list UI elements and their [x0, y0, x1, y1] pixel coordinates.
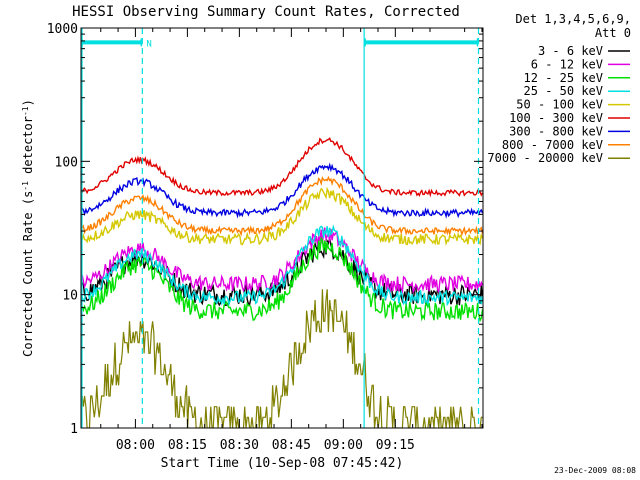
legend-label: 25 - 50 keV	[524, 84, 603, 98]
x-tick-label: 08:45	[272, 438, 311, 453]
legend-header-line-1: Det 1,3,4,5,6,9,	[515, 12, 631, 26]
y-axis-label: Corrected Count Rate (s-1 detector-1)	[21, 99, 36, 357]
legend-label: 800 - 7000 keV	[502, 138, 603, 152]
x-tick-label: 09:00	[324, 438, 363, 453]
legend-header-line-2: Att 0	[595, 26, 631, 40]
series-line-6-12-kev	[81, 227, 483, 295]
legend-label: 100 - 300 keV	[509, 111, 603, 125]
y-tick-label: 1	[70, 422, 78, 437]
series-line-100-300-kev	[81, 137, 483, 198]
date-stamp: 23-Dec-2009 08:08	[554, 466, 636, 475]
legend-label: 50 - 100 keV	[516, 98, 603, 112]
saa-bar-label: N	[146, 39, 151, 49]
series-line-300-800-kev	[81, 162, 483, 219]
x-axis-label: Start Time (10-Sep-08 07:45:42)	[161, 456, 404, 471]
x-tick-label: 08:30	[220, 438, 259, 453]
legend-label: 3 - 6 keV	[538, 44, 603, 58]
x-tick-label: 08:00	[116, 438, 155, 453]
series-line-7000-20000-kev	[81, 289, 483, 428]
legend-label: 7000 - 20000 keV	[487, 151, 603, 165]
series-line-800-7000-kev	[81, 175, 483, 237]
y-tick-label: 1000	[47, 22, 78, 37]
y-tick-label: 100	[55, 155, 78, 170]
legend-label: 6 - 12 keV	[531, 57, 603, 71]
chart-title: HESSI Observing Summary Count Rates, Cor…	[72, 4, 460, 20]
y-tick-label: 10	[62, 289, 78, 304]
plot-frame	[80, 27, 484, 429]
series-line-50-100-kev	[81, 186, 483, 246]
x-tick-label: 09:15	[376, 438, 415, 453]
legend-label: 12 - 25 keV	[524, 71, 603, 85]
x-tick-label: 08:15	[168, 438, 207, 453]
legend-label: 300 - 800 keV	[509, 124, 603, 138]
series-line-25-50-kev	[81, 224, 483, 307]
